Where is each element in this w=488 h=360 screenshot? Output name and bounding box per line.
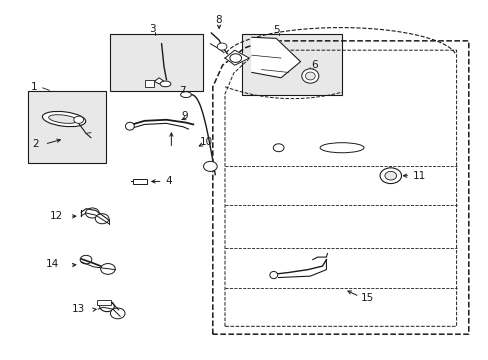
Circle shape bbox=[110, 308, 125, 319]
Text: 7: 7 bbox=[179, 86, 185, 96]
Circle shape bbox=[95, 214, 109, 224]
Bar bbox=[133, 179, 147, 184]
Bar bbox=[144, 80, 154, 87]
Circle shape bbox=[100, 301, 114, 312]
Text: 5: 5 bbox=[272, 25, 279, 35]
Circle shape bbox=[229, 54, 241, 62]
Text: 13: 13 bbox=[71, 304, 84, 314]
Circle shape bbox=[384, 171, 396, 180]
Ellipse shape bbox=[273, 144, 284, 152]
Circle shape bbox=[74, 116, 83, 123]
Ellipse shape bbox=[42, 112, 85, 127]
Bar bbox=[242, 34, 341, 95]
Text: 4: 4 bbox=[165, 176, 172, 186]
Polygon shape bbox=[154, 78, 163, 84]
Text: 10: 10 bbox=[199, 138, 212, 147]
Ellipse shape bbox=[125, 122, 134, 130]
Ellipse shape bbox=[301, 69, 318, 83]
Circle shape bbox=[101, 264, 115, 274]
Text: 14: 14 bbox=[45, 259, 59, 269]
Text: 12: 12 bbox=[49, 211, 62, 221]
Bar bbox=[27, 91, 105, 163]
Text: 11: 11 bbox=[412, 171, 425, 181]
Circle shape bbox=[203, 161, 217, 171]
Polygon shape bbox=[251, 37, 300, 78]
Polygon shape bbox=[212, 41, 468, 334]
Ellipse shape bbox=[49, 115, 78, 123]
Text: 8: 8 bbox=[215, 15, 222, 26]
Ellipse shape bbox=[269, 271, 277, 279]
Bar bbox=[97, 300, 111, 305]
Circle shape bbox=[80, 255, 92, 264]
Ellipse shape bbox=[160, 81, 170, 87]
Ellipse shape bbox=[180, 92, 191, 98]
Text: 9: 9 bbox=[181, 111, 187, 121]
Circle shape bbox=[85, 208, 99, 218]
Polygon shape bbox=[224, 50, 249, 65]
Text: 2: 2 bbox=[32, 139, 39, 149]
Text: 6: 6 bbox=[311, 60, 317, 70]
Text: 3: 3 bbox=[149, 24, 156, 35]
Circle shape bbox=[379, 168, 401, 184]
Circle shape bbox=[217, 43, 226, 50]
Text: 1: 1 bbox=[31, 82, 38, 92]
Ellipse shape bbox=[305, 72, 315, 80]
Ellipse shape bbox=[320, 143, 363, 153]
Text: 15: 15 bbox=[360, 293, 373, 303]
Bar bbox=[110, 34, 203, 91]
